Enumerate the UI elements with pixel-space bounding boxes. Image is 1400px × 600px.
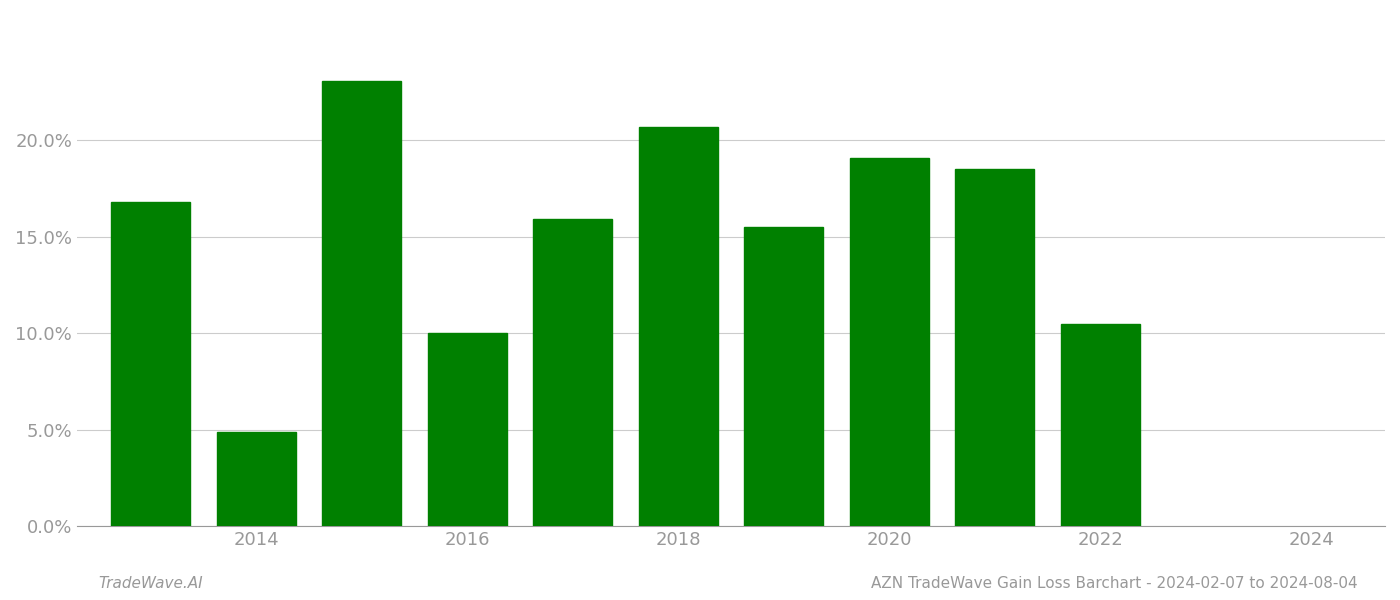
Bar [1061, 323, 1140, 526]
Bar [955, 169, 1035, 526]
Text: TradeWave.AI: TradeWave.AI [98, 576, 203, 591]
Bar [322, 80, 402, 526]
Bar [217, 431, 295, 526]
Bar [638, 127, 718, 526]
Text: AZN TradeWave Gain Loss Barchart - 2024-02-07 to 2024-08-04: AZN TradeWave Gain Loss Barchart - 2024-… [871, 576, 1358, 591]
Bar [533, 220, 612, 526]
Bar [111, 202, 190, 526]
Bar [745, 227, 823, 526]
Bar [427, 333, 507, 526]
Bar [850, 158, 928, 526]
